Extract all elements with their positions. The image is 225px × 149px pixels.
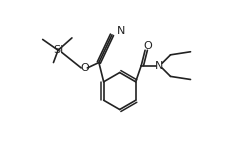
- Text: O: O: [79, 63, 88, 73]
- Text: N: N: [154, 61, 162, 71]
- Text: N: N: [116, 26, 124, 36]
- Text: O: O: [142, 41, 151, 51]
- Text: Si: Si: [53, 45, 63, 55]
